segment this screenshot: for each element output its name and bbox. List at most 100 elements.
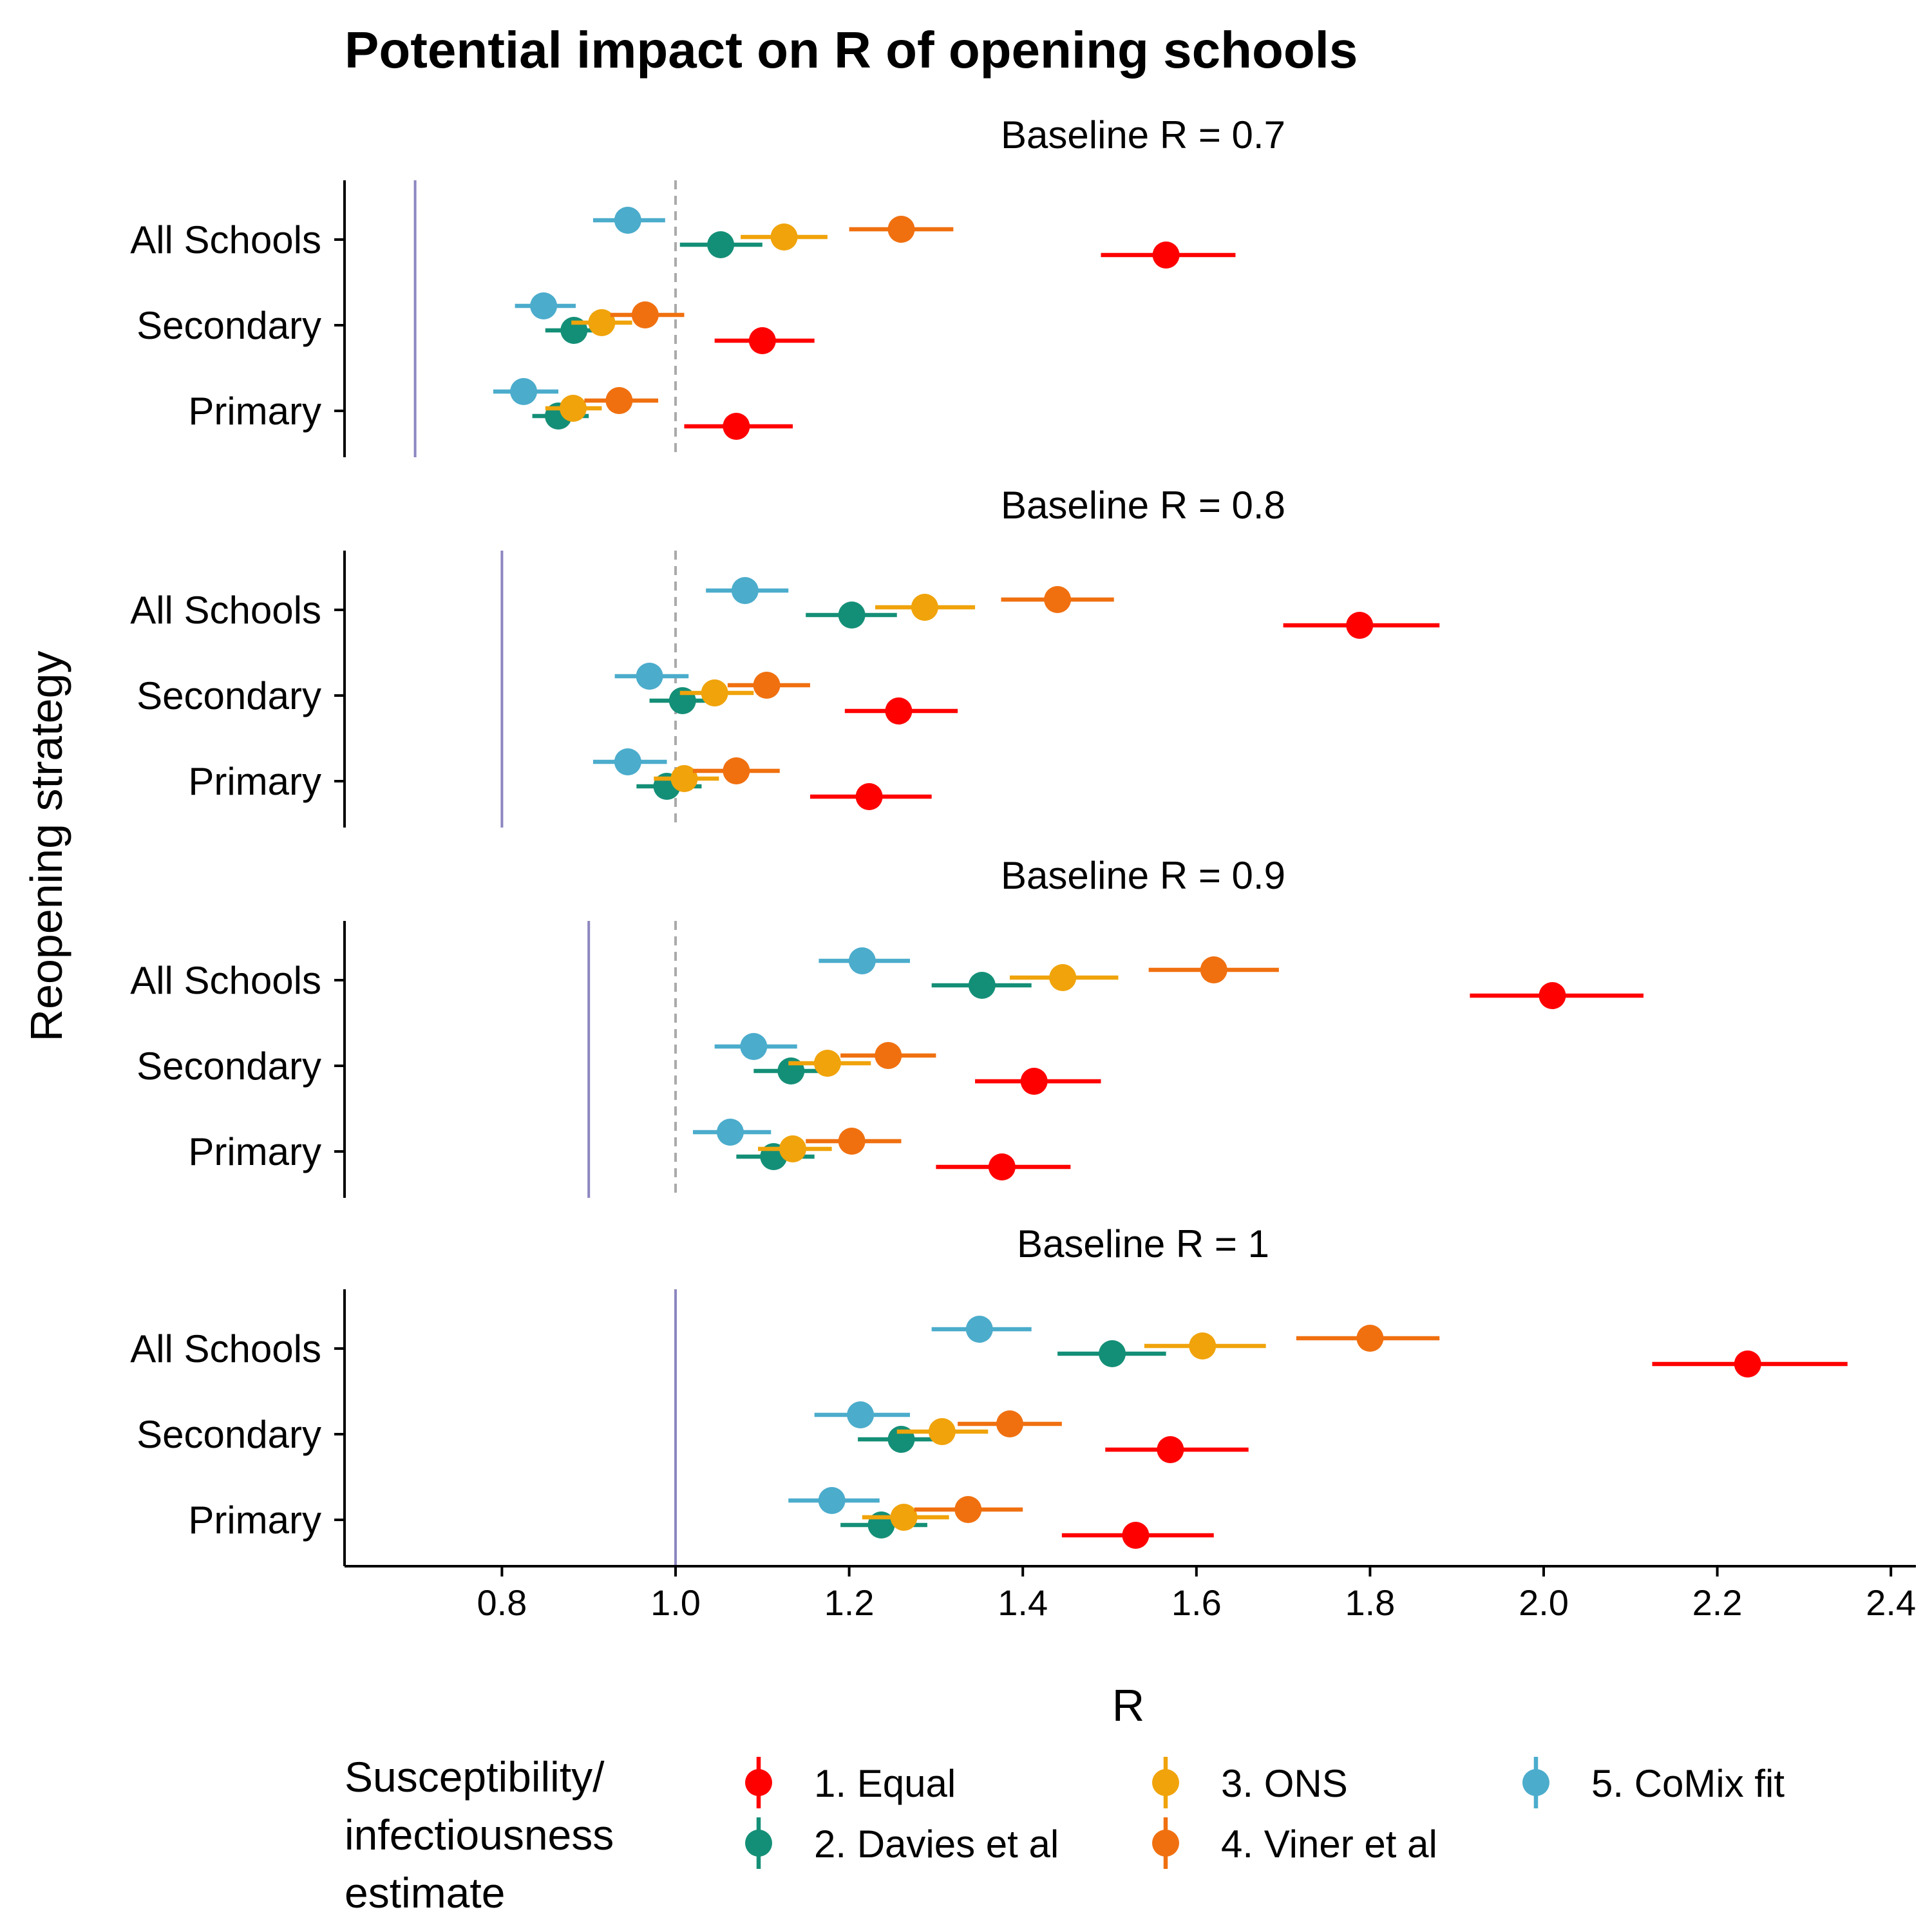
legend-label: 2. Davies et al [814,1823,1059,1866]
data-point [740,1033,768,1060]
data-point [530,292,558,319]
data-point [988,1153,1016,1180]
data-point [1122,1522,1150,1549]
panel-1: Baseline R = 0.7 All Schools Secondary Prim… [130,113,1285,457]
y-tick-label: Secondary [137,1413,321,1456]
x-tick-label: 2.0 [1519,1582,1569,1623]
legend-label: 3. ONS [1221,1762,1348,1805]
legend-item: 2. Davies et al [745,1817,1059,1869]
data-point [1049,964,1077,991]
data-point [753,672,781,699]
y-tick-label: All Schools [130,218,321,261]
x-tick-label: 1.6 [1171,1582,1222,1623]
x-axis: 0.8 1.0 1.2 1.4 1.6 1.8 2.0 2.2 2.4 [345,1565,1916,1623]
legend-title-line-1: Susceptibility/ [345,1753,605,1801]
legend-key-point [1152,1769,1179,1796]
data-point [1539,982,1566,1009]
data-point [614,748,641,775]
data-point [707,231,735,258]
data-point [847,1401,875,1428]
y-tick-label: All Schools [130,1327,321,1370]
panel-4: Baseline R = 1 All Schools Secondary Primar… [130,1222,1848,1566]
legend-key-point [1522,1769,1549,1796]
data-point [965,1316,993,1343]
data-point [887,216,915,243]
data-point [848,947,876,974]
data-point [1200,956,1227,983]
panel-strip-label: Baseline R = 1 [1017,1222,1269,1265]
x-tick-label: 2.2 [1692,1582,1743,1623]
legend-key-point [745,1769,772,1796]
x-tick-label: 1.4 [998,1582,1048,1623]
data-point [885,697,913,724]
data-point [818,1487,846,1514]
legend-title-line-3: estimate [345,1869,505,1917]
data-point [510,378,538,405]
data-point [1157,1436,1184,1463]
chart-title: Potential impact on R of opening schools [345,21,1358,79]
data-point [631,301,659,328]
data-point [1346,612,1374,639]
data-point [1734,1350,1761,1378]
data-point [614,207,641,234]
data-point [779,1135,806,1162]
panel-strip-label: Baseline R = 0.9 [1001,854,1285,897]
data-point [1099,1340,1126,1367]
data-point [716,1119,744,1146]
x-tick-label: 2.4 [1866,1582,1916,1623]
data-point [670,765,698,792]
data-point [813,1050,841,1077]
legend-title-line-2: infectiousness [345,1811,614,1859]
data-point [838,601,866,629]
y-tick-label: Secondary [137,304,321,347]
data-point [968,972,996,999]
data-point [731,577,759,604]
legend-items: 1. Equal 2. Davies et al 3. ONS 4. Viner et… [745,1757,1785,1869]
y-tick-label: Primary [188,1499,321,1542]
data-point [954,1496,982,1523]
legend-key-point [745,1830,772,1857]
data-point [723,413,750,440]
legend-label: 5. CoMix fit [1591,1762,1785,1805]
data-point [1044,586,1072,613]
data-point [605,387,633,414]
data-point [875,1042,902,1069]
panels: Baseline R = 0.7 All Schools Secondary Prim… [130,113,1848,1566]
data-point [928,1418,956,1445]
data-point [770,223,798,251]
legend-label: 4. Viner et al [1221,1823,1437,1866]
y-tick-label: All Schools [130,959,321,1002]
y-tick-label: Primary [188,1130,321,1173]
panel-3: Baseline R = 0.9 All Schools Secondary Prim… [130,854,1644,1198]
legend-key-point [1152,1830,1179,1857]
legend-item: 3. ONS [1152,1757,1348,1808]
legend-label: 1. Equal [814,1762,956,1805]
data-point [838,1128,866,1155]
x-tick-label: 0.8 [477,1582,527,1623]
y-tick-label: Secondary [137,1045,321,1088]
y-tick-label: Primary [188,760,321,803]
legend-item: 4. Viner et al [1152,1817,1437,1869]
data-point [588,309,616,336]
data-point [996,1410,1023,1437]
data-point [723,757,750,784]
data-point [748,327,776,354]
data-point [911,594,938,621]
panel-strip-label: Baseline R = 0.7 [1001,113,1285,156]
data-point [855,783,883,810]
data-point [701,679,728,706]
data-point [559,395,587,422]
y-tick-label: Primary [188,390,321,433]
data-point [1356,1325,1384,1352]
y-tick-label: Secondary [137,674,321,717]
data-point [1152,242,1180,269]
data-point [1189,1332,1217,1359]
data-point [1020,1068,1048,1095]
x-tick-label: 1.2 [824,1582,875,1623]
y-axis-label: Reopening strategy [21,650,71,1041]
data-point [636,663,663,690]
x-tick-label: 1.0 [650,1582,701,1623]
legend-item: 1. Equal [745,1757,956,1808]
panel-2: Baseline R = 0.8 All Schools Secondary Prim… [130,484,1440,828]
